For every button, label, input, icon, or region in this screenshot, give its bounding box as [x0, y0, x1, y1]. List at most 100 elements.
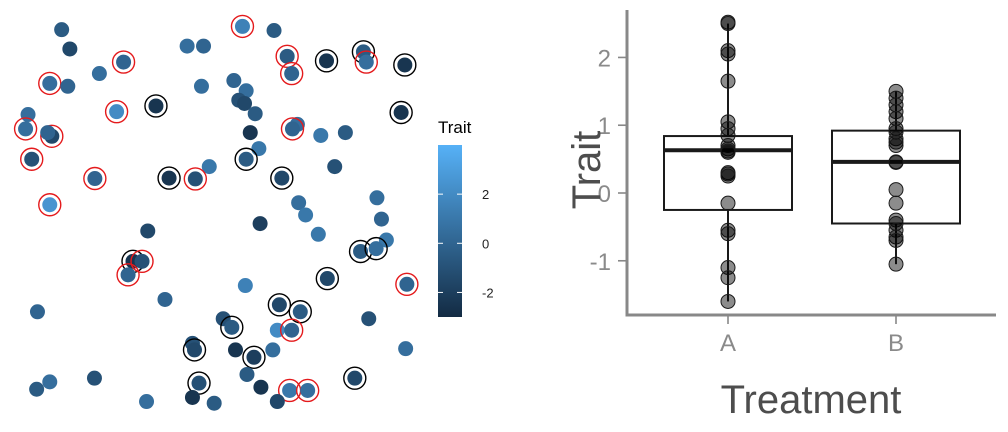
scatter-point	[224, 319, 240, 335]
box-point	[720, 270, 736, 286]
highlight-ring	[20, 147, 44, 171]
highlight-ring	[230, 14, 255, 39]
highlight-ring	[270, 166, 294, 190]
scatter-point	[282, 382, 298, 398]
highlight-ring	[144, 94, 168, 118]
scatter-point	[237, 95, 253, 111]
scatter-point	[54, 22, 70, 38]
scatter-point	[191, 375, 207, 391]
box-point	[720, 226, 736, 242]
box-point	[720, 293, 736, 309]
scatter-point	[313, 127, 329, 143]
colorbar-tick-label: 2	[482, 187, 489, 202]
scatter-point	[327, 159, 343, 175]
highlight-ring	[182, 338, 207, 362]
x-tick-label: A	[720, 330, 736, 357]
scatter-point	[397, 57, 413, 73]
scatter-point	[274, 170, 290, 186]
highlight-ring	[13, 117, 38, 141]
highlight-ring	[111, 50, 136, 74]
scatter-point	[279, 48, 295, 64]
box-point	[720, 43, 736, 59]
highlight-ring	[267, 293, 292, 317]
x-axis-title: Treatment	[721, 378, 902, 422]
highlight-ring	[38, 71, 62, 96]
highlight-ring	[314, 49, 339, 73]
y-axis-title: Trait	[565, 131, 609, 210]
highlight-ring	[275, 44, 299, 69]
highlight-ring	[315, 266, 340, 291]
colorbar-bar	[438, 145, 462, 317]
colorbar-tick-label: -2	[482, 285, 494, 300]
highlight-ring	[83, 166, 107, 191]
y-tick-label: 0	[598, 181, 611, 208]
scatter-point	[242, 125, 258, 141]
scatter-point	[140, 223, 156, 239]
scatter-point	[187, 342, 202, 358]
scatter-plot	[13, 14, 419, 411]
box-point	[888, 134, 904, 150]
boxplot-boxes	[663, 23, 961, 302]
box-point	[888, 232, 904, 248]
scatter-point	[116, 54, 132, 70]
highlight-ring	[40, 124, 64, 148]
highlight-ring	[279, 61, 304, 86]
scatter-point	[319, 271, 335, 287]
highlight-ring	[393, 53, 417, 77]
box-point	[720, 260, 736, 276]
scatter-point	[18, 121, 34, 137]
scatter-point	[361, 311, 377, 327]
scatter-point	[109, 104, 125, 120]
y-tick-label: -1	[590, 249, 611, 276]
scatter-point	[247, 106, 263, 122]
scatter-point	[253, 379, 269, 395]
boxplot-axes: 2 1 0 -1 A B	[590, 10, 996, 357]
scatter-point	[284, 322, 300, 338]
scatter-point	[134, 253, 150, 269]
highlight-ring	[234, 147, 258, 171]
box-point	[720, 46, 736, 62]
scatter-point	[234, 18, 250, 34]
scatter-point	[24, 151, 40, 167]
scatter-point	[347, 370, 363, 386]
scatter-point	[238, 151, 254, 167]
scatter-point	[196, 38, 212, 54]
highlight-ring	[279, 318, 304, 342]
scatter-point	[193, 78, 209, 94]
scatter-point	[179, 38, 195, 54]
scatter-point	[42, 197, 58, 213]
highlight-ring	[104, 99, 129, 124]
box-point	[720, 195, 736, 211]
scatter-point	[291, 195, 307, 211]
scatter-point	[300, 382, 316, 398]
scatter-point	[184, 389, 200, 405]
box-point	[720, 168, 736, 184]
scatter-point	[271, 297, 287, 313]
y-tick-label: 2	[598, 45, 611, 72]
box-point	[720, 16, 736, 32]
scatter-points	[13, 14, 419, 411]
colorbar-title: Trait	[438, 118, 472, 137]
scatter-point	[139, 394, 155, 410]
scatter-point	[86, 370, 102, 386]
scatter-point	[206, 395, 222, 411]
scatter-point	[20, 107, 36, 123]
scatter-point	[29, 304, 45, 320]
scatter-point	[369, 190, 385, 206]
scatter-point	[246, 349, 262, 365]
highlight-ring	[183, 167, 208, 191]
box-point	[888, 195, 904, 211]
scatter-point	[226, 73, 242, 89]
highlight-ring	[38, 193, 62, 217]
scatter-point	[62, 41, 78, 57]
scatter-point	[319, 53, 335, 69]
scatter-point	[373, 211, 389, 227]
scatter-point	[266, 23, 282, 38]
highlight-ring	[364, 236, 388, 261]
scatter-point	[91, 66, 107, 82]
colorbar-legend: Trait 2 0 -2	[438, 118, 494, 317]
box-point	[720, 144, 736, 160]
highlight-ring	[389, 100, 413, 125]
scatter-point	[87, 171, 103, 187]
